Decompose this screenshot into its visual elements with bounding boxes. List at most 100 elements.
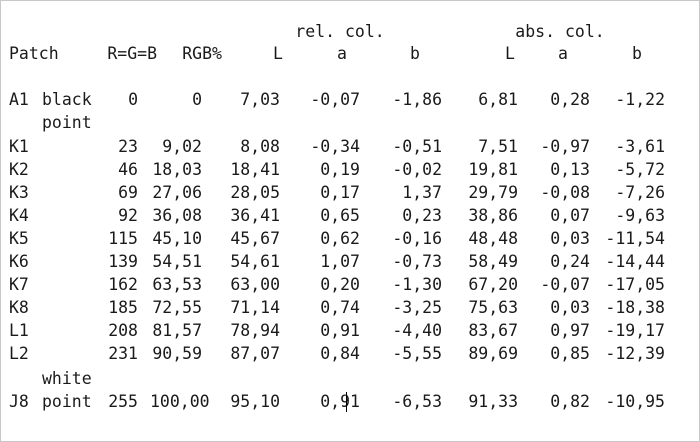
cell-patch-name: black [42, 90, 92, 109]
cell-aL: 83,67 [468, 321, 518, 340]
header-abs-b: b [632, 44, 642, 63]
cell-aa: 0,82 [550, 392, 590, 411]
cell-aa: -0,08 [540, 183, 590, 202]
cell-rgb: 46 [118, 160, 138, 179]
cell-aa: 0,97 [550, 321, 590, 340]
cell-aL: 29,79 [468, 183, 518, 202]
cell-ab: -17,05 [605, 275, 665, 294]
cell-ab: -18,38 [605, 298, 665, 317]
cell-rb: -5,55 [392, 344, 442, 363]
cell-rb: 0,23 [402, 206, 442, 225]
cell-patch: K1 [9, 137, 29, 156]
cell-pct: 18,03 [152, 160, 202, 179]
cell-ra: 0,74 [320, 298, 360, 317]
cell-patch: K5 [9, 229, 29, 248]
cell-patch: K4 [9, 206, 29, 225]
cell-rL: 45,67 [230, 229, 280, 248]
cell-ab: -10,95 [605, 392, 665, 411]
cell-patch: K8 [9, 298, 29, 317]
cell-rgb: 185 [108, 298, 138, 317]
cell-rb: -0,73 [392, 252, 442, 271]
cell-rgb: 208 [108, 321, 138, 340]
header-abs-a: a [558, 44, 568, 63]
cell-ab: -9,63 [615, 206, 665, 225]
cell-pct: 100,00 [150, 392, 210, 411]
cell-patch: L2 [9, 344, 29, 363]
cell-patch: K3 [9, 183, 29, 202]
cell-rL: 28,05 [230, 183, 280, 202]
cell-rb: 1,37 [402, 183, 442, 202]
cell-rb: -1,30 [392, 275, 442, 294]
cell-aL: 19,81 [468, 160, 518, 179]
cell-rgb: 162 [108, 275, 138, 294]
cell-rb: -6,53 [392, 392, 442, 411]
cell-ra: 1,07 [320, 252, 360, 271]
cell-rb: -4,40 [392, 321, 442, 340]
cell-aL: 91,33 [468, 392, 518, 411]
cell-ab: -12,39 [605, 344, 665, 363]
cell-ra: 0,91 [320, 321, 360, 340]
cell-aa: 0,85 [550, 344, 590, 363]
cell-rL: 95,10 [230, 392, 280, 411]
cell-aa: 0,24 [550, 252, 590, 271]
cell-patch: L1 [9, 321, 29, 340]
cell-rgb: 69 [118, 183, 138, 202]
cell-rL: 71,14 [230, 298, 280, 317]
cell-pct: 36,08 [152, 206, 202, 225]
cell-rL: 7,03 [240, 90, 280, 109]
header-rel-l: L [273, 44, 283, 63]
cell-rL: 63,00 [230, 275, 280, 294]
cell-ra: -0,34 [310, 137, 360, 156]
header-rel-a: a [337, 44, 347, 63]
cell-patch: K2 [9, 160, 29, 179]
cell-rL: 36,41 [230, 206, 280, 225]
cell-ra: 0,19 [320, 160, 360, 179]
cell-aa: 0,28 [550, 90, 590, 109]
cell-rb: -3,25 [392, 298, 442, 317]
cell-aL: 67,20 [468, 275, 518, 294]
cell-aL: 89,69 [468, 344, 518, 363]
cell-pct: 63,53 [152, 275, 202, 294]
cell-aL: 75,63 [468, 298, 518, 317]
cell-ra: 0,20 [320, 275, 360, 294]
cell-aa: 0,13 [550, 160, 590, 179]
cell-patch-name: white [42, 369, 92, 388]
cell-aa: 0,03 [550, 298, 590, 317]
cell-aa: 0,03 [550, 229, 590, 248]
cell-ra: 0,17 [320, 183, 360, 202]
cell-aa: 0,07 [550, 206, 590, 225]
header-rel-col: rel. col. [295, 22, 385, 41]
cell-ab: -5,72 [615, 160, 665, 179]
cell-ra: 0,65 [320, 206, 360, 225]
cell-rL: 78,94 [230, 321, 280, 340]
cell-ra: -0,07 [310, 90, 360, 109]
cell-ab: -19,17 [605, 321, 665, 340]
cell-aa: -0,07 [540, 275, 590, 294]
cell-rb: -0,02 [392, 160, 442, 179]
cell-pct: 90,59 [152, 344, 202, 363]
cell-ra: 0,84 [320, 344, 360, 363]
header-abs-col: abs. col. [515, 22, 605, 41]
header-rgb-pct: RGB% [182, 44, 222, 63]
cell-ab: -14,44 [605, 252, 665, 271]
header-abs-l: L [505, 44, 515, 63]
cell-pct: 27,06 [152, 183, 202, 202]
cell-rL: 18,41 [230, 160, 280, 179]
cell-rgb: 231 [108, 344, 138, 363]
cell-pct: 45,10 [152, 229, 202, 248]
cell-rb: -0,51 [392, 137, 442, 156]
cell-rL: 8,08 [240, 137, 280, 156]
cell-ab: -7,26 [615, 183, 665, 202]
cell-ab: -3,61 [615, 137, 665, 156]
cell-patch: K6 [9, 252, 29, 271]
cell-aL: 7,51 [478, 137, 518, 156]
cell-aL: 38,86 [468, 206, 518, 225]
cell-pct: 54,51 [152, 252, 202, 271]
cell-aL: 58,49 [468, 252, 518, 271]
cell-rL: 87,07 [230, 344, 280, 363]
cell-rL: 54,61 [230, 252, 280, 271]
cell-pct: 72,55 [152, 298, 202, 317]
cell-rgb: 139 [108, 252, 138, 271]
cell-patch: J8 [9, 392, 29, 411]
